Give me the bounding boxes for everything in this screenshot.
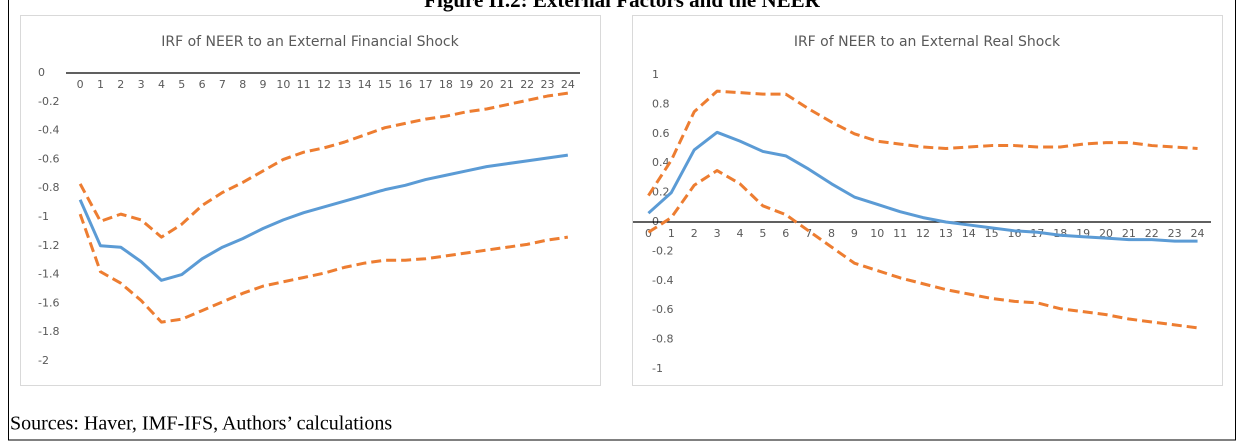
x-tick-label: 21 [1122,227,1136,240]
x-tick-label: 13 [337,78,351,91]
line-series [647,130,1198,243]
y-tick-label: 0.6 [652,127,670,140]
x-tick-label: 23 [541,78,555,91]
figure-title: Figure II.2: External Factors and the NE… [424,0,821,12]
y-tick-label: -1.6 [38,296,59,309]
source-note: Sources: Haver, IMF-IFS, Authors’ calcul… [10,413,392,435]
y-tick-label: -0.4 [38,124,59,137]
x-tick-label: 8 [828,227,835,240]
line-series [78,91,569,239]
line-series [78,153,569,282]
x-tick-label: 0 [77,78,84,91]
chart-title: IRF of NEER to an External Financial Sho… [161,34,459,50]
x-tick-label: 0 [645,227,652,240]
x-tick-label: 16 [398,78,412,91]
x-tick-label: 20 [480,78,494,91]
x-tick-label: 10 [276,78,290,91]
x-tick-label: 7 [219,78,226,91]
x-tick-label: 5 [759,227,766,240]
y-tick-label: -0.2 [38,95,59,108]
y-tick-label: 0.8 [652,97,670,110]
x-tick-label: 19 [459,78,473,91]
line-series [647,169,1198,330]
x-tick-label: 9 [851,227,858,240]
y-tick-label: -0.2 [652,244,673,257]
x-tick-label: 2 [691,227,698,240]
x-tick-label: 24 [1191,227,1205,240]
x-tick-label: 23 [1168,227,1182,240]
y-tick-label: 0.4 [652,156,670,169]
y-tick-label: -1 [38,210,49,223]
x-tick-label: 14 [962,227,976,240]
x-tick-label: 2 [117,78,124,91]
y-tick-label: 0.2 [652,186,670,199]
y-tick-label: -0.4 [652,274,673,287]
x-tick-label: 12 [916,227,930,240]
chart-frame [20,15,601,386]
x-tick-label: 12 [317,78,331,91]
x-tick-label: 4 [736,227,743,240]
x-tick-label: 9 [260,78,267,91]
y-tick-label: -0.6 [652,303,673,316]
line-series [647,89,1198,197]
y-tick-label: -1.8 [38,325,59,338]
y-tick-label: -1.4 [38,268,59,281]
y-tick-label: -0.8 [652,333,673,346]
x-tick-label: 15 [985,227,999,240]
x-tick-label: 6 [199,78,206,91]
x-tick-label: 13 [939,227,953,240]
y-tick-label: -0.6 [38,152,59,165]
x-tick-label: 3 [714,227,721,240]
x-tick-label: 10 [870,227,884,240]
x-tick-label: 7 [805,227,812,240]
y-tick-label: -2 [38,354,49,367]
x-tick-label: 24 [561,78,575,91]
y-tick-label: -1 [652,362,663,375]
x-tick-label: 11 [297,78,311,91]
chart-title: IRF of NEER to an External Real Shock [794,34,1061,50]
x-tick-label: 4 [158,78,165,91]
x-tick-label: 21 [500,78,514,91]
x-tick-label: 3 [138,78,145,91]
x-tick-label: 22 [1145,227,1159,240]
y-tick-label: -1.2 [38,239,59,252]
y-tick-label: 1 [652,68,659,81]
frame [8,0,1236,441]
x-tick-label: 22 [520,78,534,91]
y-tick-label: -0.8 [38,181,59,194]
x-tick-label: 1 [97,78,104,91]
line-series [78,213,569,324]
x-tick-label: 5 [178,78,185,91]
x-tick-label: 11 [893,227,907,240]
chart-frame [632,15,1223,386]
x-tick-label: 6 [782,227,789,240]
y-tick-label: 0 [38,66,45,79]
x-tick-label: 1 [668,227,675,240]
x-tick-label: 15 [378,78,392,91]
x-tick-label: 18 [439,78,453,91]
x-tick-label: 17 [419,78,433,91]
x-tick-label: 14 [358,78,372,91]
x-tick-label: 8 [239,78,246,91]
